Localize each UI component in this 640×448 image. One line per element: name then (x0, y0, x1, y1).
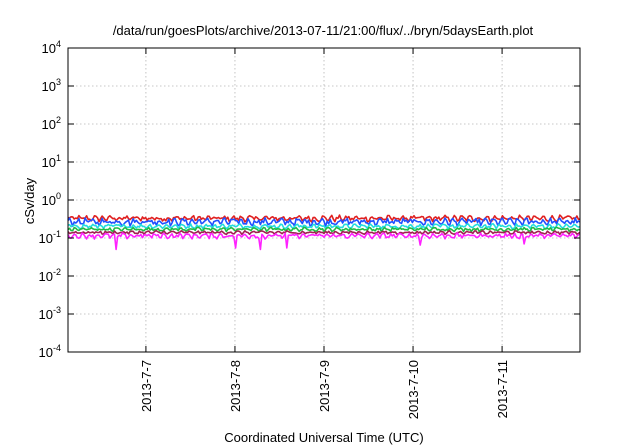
x-tick-label: 2013-7-9 (317, 360, 332, 412)
chart-title: /data/run/goesPlots/archive/2013-07-11/2… (113, 23, 534, 38)
series-line-4 (67, 226, 581, 233)
y-tick-label: 10-3 (39, 305, 61, 322)
y-tick-label: 103 (42, 77, 61, 94)
y-tick-label: 10-1 (39, 229, 61, 246)
y-tick-label: 104 (42, 39, 61, 56)
y-tick-label: 100 (42, 191, 61, 208)
x-tick-label: 2013-7-11 (495, 360, 510, 418)
series-line-1 (67, 214, 581, 223)
x-axis-title: Coordinated Universal Time (UTC) (224, 430, 423, 445)
axis-ticks (68, 47, 580, 353)
y-tick-label: 10-4 (39, 343, 61, 360)
grid (68, 48, 580, 352)
y-tick-label: 102 (42, 115, 61, 132)
y-axis-title: cSv/day (22, 177, 37, 224)
x-tick-label: 2013-7-7 (139, 360, 154, 412)
series-line-5 (67, 229, 581, 236)
series-group (67, 214, 581, 251)
y-tick-label: 101 (42, 153, 61, 170)
series-line-6 (67, 232, 581, 251)
y-axis-tick-labels: 10-4 10-3 10-2 10-1 100 101 102 103 104 (39, 39, 61, 360)
x-tick-label: 2013-7-8 (228, 360, 243, 412)
x-tick-label: 2013-7-10 (406, 360, 421, 419)
x-axis-tick-labels: 2013-7-7 2013-7-8 2013-7-9 2013-7-10 2013-7-… (139, 360, 510, 419)
series-line-2 (67, 217, 581, 228)
series-line-3 (67, 223, 581, 230)
y-tick-label: 10-2 (39, 267, 61, 284)
